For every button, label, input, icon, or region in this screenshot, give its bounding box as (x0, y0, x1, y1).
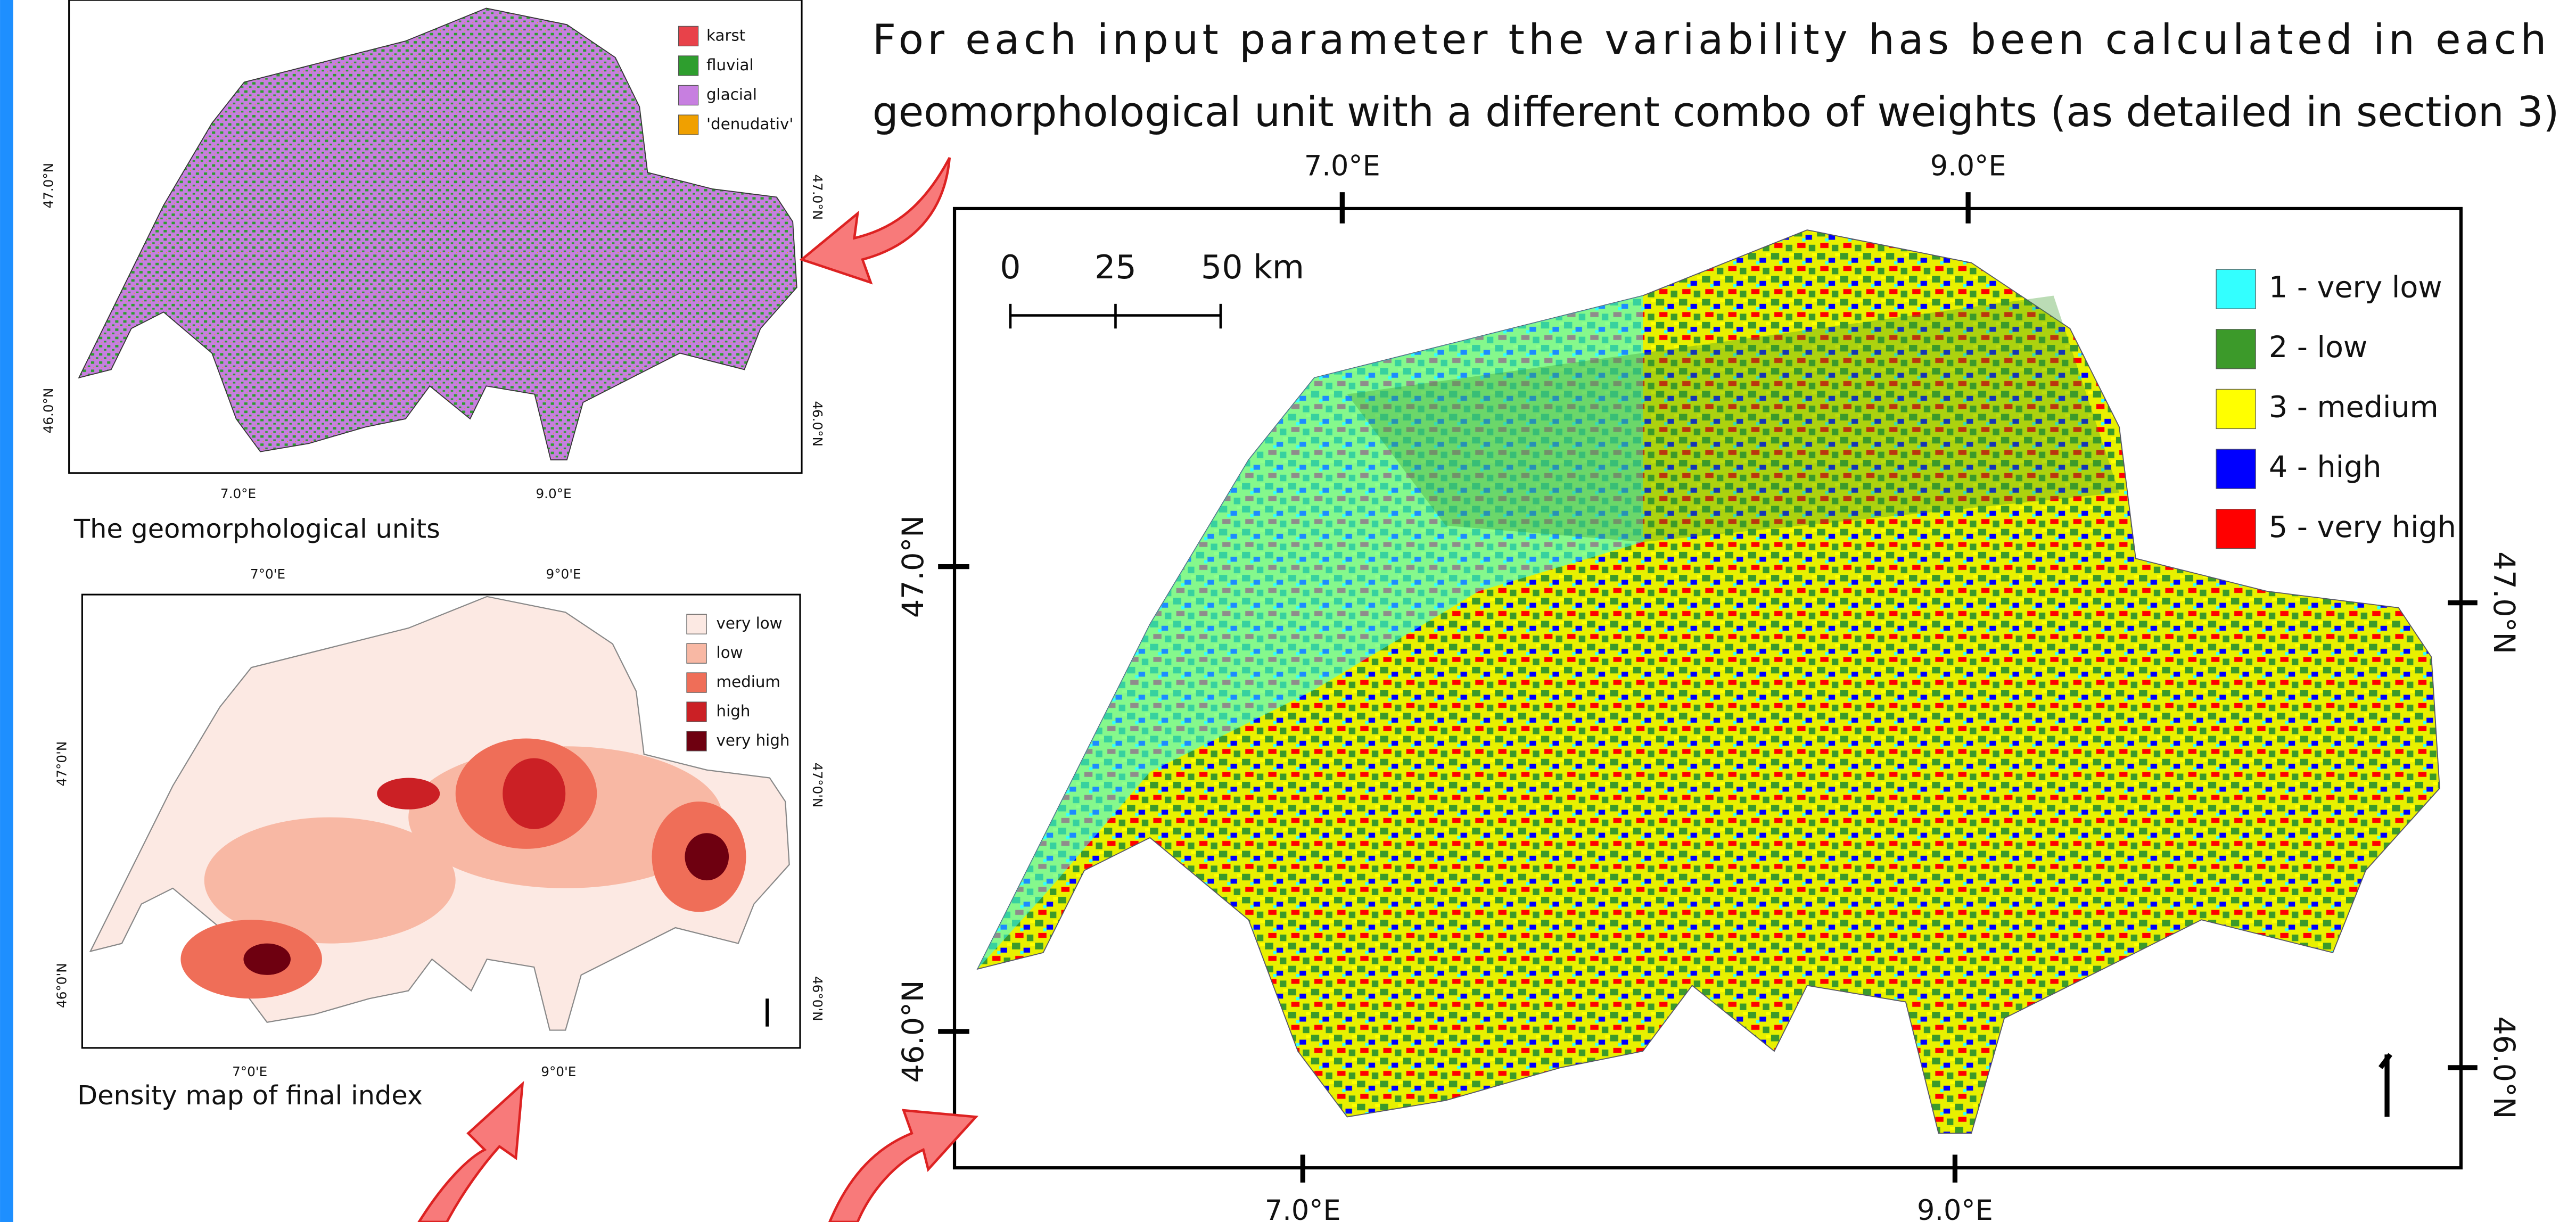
label: 1 - very low (2269, 270, 2442, 304)
legend-swatch (687, 731, 706, 751)
label: 9°0'E (546, 566, 581, 582)
label: 3 - medium (2269, 390, 2439, 425)
page: {"heading":{"lines":["For each input par… (0, 0, 2576, 1222)
label: 4 - high (2269, 450, 2382, 484)
label: 46°0'N (810, 976, 825, 1021)
label: low (717, 643, 743, 662)
label: 50 km (1201, 248, 1304, 286)
label: 7.0°E (220, 486, 256, 501)
label: 25 (1094, 248, 1137, 286)
legend-swatch (679, 56, 698, 76)
legend-swatch (679, 115, 698, 135)
label: fluvial (706, 56, 754, 74)
label: 47°0'N (810, 763, 825, 808)
label: The geomorphological units (73, 513, 440, 544)
label: 9°0'E (541, 1064, 576, 1079)
legend-swatch (2216, 509, 2256, 549)
label: 47.0°N (2487, 551, 2521, 654)
label: 46.0°N (896, 980, 931, 1083)
label: 46°0'N (54, 963, 69, 1008)
label: karst (706, 26, 745, 44)
poster: For each input parameter the variability… (0, 0, 2576, 1222)
legend-swatch (2216, 329, 2256, 369)
label: 9.0°E (1917, 1194, 1993, 1222)
label: glacial (706, 85, 757, 103)
label: 0 (1000, 248, 1020, 286)
label: 'denudativ' (706, 115, 793, 133)
label: 7°0'E (250, 566, 285, 582)
label: 46.0°N (810, 401, 825, 447)
label: high (717, 702, 751, 720)
label: 5 - very high (2269, 510, 2456, 544)
legend-swatch (2216, 269, 2256, 309)
label: 9.0°E (1930, 150, 2006, 182)
legend-swatch (2216, 389, 2256, 428)
label: 47.0°N (810, 174, 825, 220)
legend-swatch (687, 614, 706, 634)
legend-swatch (679, 85, 698, 105)
label: 7.0°E (1265, 1194, 1341, 1222)
label: medium (717, 673, 780, 691)
label: 2 - low (2269, 330, 2368, 365)
label: 47.0°N (41, 163, 56, 209)
heading: For each input parameter the variability… (873, 16, 2547, 64)
legend-swatch (679, 26, 698, 46)
label: 9.0°E (536, 486, 571, 501)
label: 47.0°N (896, 515, 931, 618)
legend-swatch (687, 702, 706, 722)
label: 47°0'N (54, 741, 69, 787)
label: very low (717, 614, 783, 632)
legend-swatch (687, 643, 706, 663)
legend-swatch (687, 673, 706, 692)
label: 7°0'E (232, 1064, 267, 1079)
label: 7.0°E (1304, 150, 1380, 182)
label: 46.0°N (41, 388, 56, 434)
legend-swatch (2216, 449, 2256, 489)
label: Density map of final index (77, 1080, 423, 1111)
label: geomorphological unit with a different c… (873, 88, 2559, 136)
label: 46.0°N (2487, 1016, 2521, 1119)
label: very high (717, 731, 790, 749)
side-bar (0, 0, 13, 1222)
